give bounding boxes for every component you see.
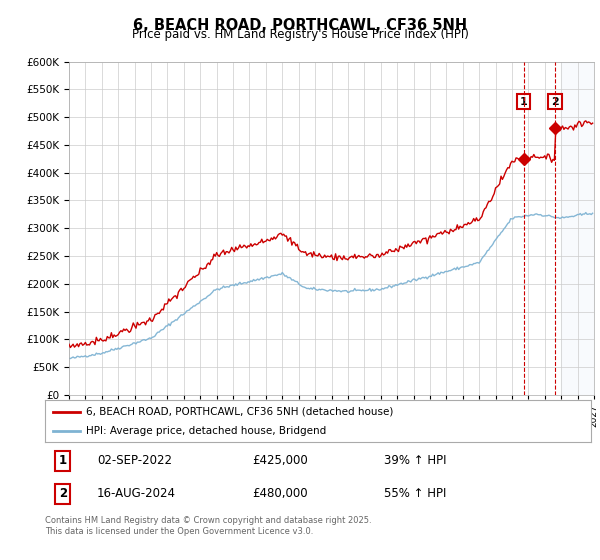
Text: 02-SEP-2022: 02-SEP-2022 [97,454,172,468]
Text: Price paid vs. HM Land Registry's House Price Index (HPI): Price paid vs. HM Land Registry's House … [131,28,469,41]
Text: HPI: Average price, detached house, Bridgend: HPI: Average price, detached house, Brid… [86,426,326,436]
Bar [561,62,594,395]
Text: 1: 1 [520,96,527,106]
Text: 55% ↑ HPI: 55% ↑ HPI [383,487,446,501]
Text: 39% ↑ HPI: 39% ↑ HPI [383,454,446,468]
Text: 2: 2 [551,96,559,106]
Text: Contains HM Land Registry data © Crown copyright and database right 2025.
This d: Contains HM Land Registry data © Crown c… [45,516,371,536]
Text: 1: 1 [59,454,67,468]
Text: £425,000: £425,000 [253,454,308,468]
Text: 6, BEACH ROAD, PORTHCAWL, CF36 5NH: 6, BEACH ROAD, PORTHCAWL, CF36 5NH [133,18,467,33]
Text: £480,000: £480,000 [253,487,308,501]
Text: 6, BEACH ROAD, PORTHCAWL, CF36 5NH (detached house): 6, BEACH ROAD, PORTHCAWL, CF36 5NH (deta… [86,407,394,417]
Text: 2: 2 [59,487,67,501]
Text: 16-AUG-2024: 16-AUG-2024 [97,487,176,501]
